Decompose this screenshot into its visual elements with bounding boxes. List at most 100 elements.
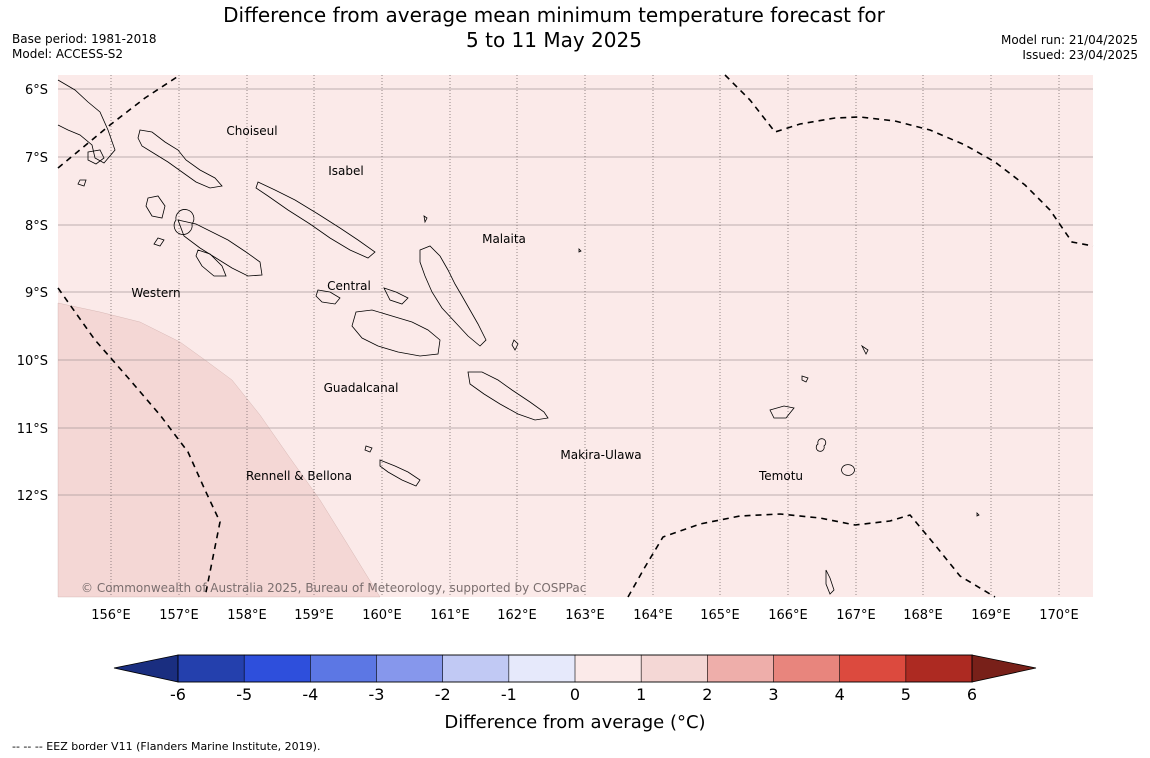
- longitude-label: 170°E: [1039, 608, 1079, 623]
- colorbar-tick-label: -6: [170, 685, 186, 704]
- longitude-label: 162°E: [497, 608, 537, 623]
- colorbar-tick-label: 6: [967, 685, 977, 704]
- colorbar-segment: [442, 654, 510, 683]
- latitude-label: 9°S: [25, 286, 48, 301]
- latitude-label: 11°S: [17, 422, 48, 437]
- colorbar-segment: [376, 654, 444, 683]
- latitude-label: 6°S: [25, 83, 48, 98]
- province-label: Choiseul: [226, 124, 277, 138]
- latitude-label: 8°S: [25, 219, 48, 234]
- isabel-island: [255, 181, 376, 259]
- ontong-java-islet: [423, 215, 428, 224]
- colorbar-under-arrow: [113, 654, 179, 683]
- colorbar-title: Difference from average (°C): [444, 712, 705, 733]
- shortland-islands: [77, 179, 87, 187]
- title-line-2: 5 to 11 May 2025: [466, 28, 642, 52]
- meta-right: Model run: 21/04/2025 Issued: 23/04/2025: [1001, 33, 1138, 63]
- new-georgia-group: [177, 219, 263, 277]
- longitude-label: 158°E: [227, 608, 267, 623]
- colorbar-tick-labels: -6 -5 -4 -3 -2 -1 0 1 2 3 4 5 6: [170, 685, 977, 704]
- anomaly-region-1-to-2: [57, 302, 381, 598]
- latitude-gridlines: [58, 88, 1093, 496]
- colorbar-segment: [508, 654, 576, 683]
- model-text: Model: ACCESS-S2: [12, 47, 124, 61]
- model-run-text: Model run: 21/04/2025: [1000, 33, 1138, 47]
- rendova-island: [195, 249, 227, 277]
- title-line-1: Difference from average mean minimum tem…: [223, 3, 885, 27]
- nggela-islands: [315, 289, 341, 305]
- colorbar: -6 -5 -4 -3 -2 -1 0 1 2 3 4 5 6 Difference from aver…: [113, 654, 1037, 733]
- colorbar-segment: [707, 654, 775, 683]
- guadalcanal-island: [351, 309, 441, 357]
- latitude-label: 10°S: [17, 354, 48, 369]
- latitude-label: 12°S: [17, 489, 48, 504]
- colorbar-tick-label: -2: [435, 685, 451, 704]
- latitude-label: 7°S: [25, 151, 48, 166]
- longitude-label: 160°E: [362, 608, 402, 623]
- province-label: Western: [131, 286, 180, 300]
- eez-legend-note: -- -- -- EEZ border V11 (Flanders Marine…: [12, 740, 321, 753]
- longitude-label: 156°E: [91, 608, 131, 623]
- colorbar-segment: [773, 654, 841, 683]
- nendo-island: [769, 405, 795, 419]
- choiseul-island: [137, 129, 223, 189]
- longitude-label: 169°E: [971, 608, 1011, 623]
- base-period-text: Base period: 1981-2018: [12, 32, 157, 46]
- tikopia-island: [976, 512, 980, 517]
- copyright-text: © Commonwealth of Australia 2025, Bureau…: [81, 581, 586, 595]
- longitude-label: 168°E: [903, 608, 943, 623]
- province-labels: Choiseul Isabel Malaita Western Central Guada…: [131, 124, 803, 483]
- province-label: Malaita: [482, 232, 526, 246]
- colorbar-segment: [905, 654, 973, 683]
- malaita-island: [419, 245, 487, 347]
- colorbar-tick-label: -1: [501, 685, 517, 704]
- colorbar-frame: [177, 654, 973, 683]
- longitude-label: 167°E: [836, 608, 876, 623]
- ulawa-island: [511, 339, 519, 351]
- russell-islands: [383, 287, 409, 305]
- longitude-label: 164°E: [633, 608, 673, 623]
- colorbar-tick-label: 5: [901, 685, 911, 704]
- colorbar-tick-label: -4: [302, 685, 318, 704]
- colorbar-tick-label: 2: [702, 685, 712, 704]
- colorbar-segment: [243, 654, 312, 683]
- longitude-label: 161°E: [430, 608, 470, 623]
- gizo-island: [153, 237, 165, 247]
- colorbar-segment: [177, 654, 245, 683]
- colorbar-tick-label: 3: [768, 685, 778, 704]
- longitude-label: 157°E: [159, 608, 199, 623]
- province-label: Temotu: [758, 469, 803, 483]
- province-label: Rennell & Bellona: [246, 469, 352, 483]
- latitude-labels: 6°S 7°S 8°S 9°S 10°S 11°S 12°S: [17, 83, 48, 504]
- utupua-island: [815, 438, 827, 452]
- longitude-label: 159°E: [294, 608, 334, 623]
- province-label: Makira-Ulawa: [560, 448, 641, 462]
- meta-left: Base period: 1981-2018 Model: ACCESS-S2: [12, 32, 157, 62]
- colorbar-segments: [177, 654, 973, 683]
- issued-text: Issued: 23/04/2025: [1022, 48, 1138, 62]
- colorbar-over-arrow: [971, 654, 1037, 683]
- bellona-island: [364, 445, 373, 453]
- longitude-label: 166°E: [768, 608, 808, 623]
- coastlines: [57, 79, 980, 595]
- chart-title: Difference from average mean minimum tem…: [200, 3, 908, 53]
- longitude-labels: 156°E 157°E 158°E 159°E 160°E 161°E 162°E 163°E…: [91, 608, 1079, 623]
- makira-island: [467, 371, 549, 421]
- colorbar-tick-label: 4: [835, 685, 845, 704]
- vella-lavella-island: [145, 195, 166, 219]
- colorbar-tick-label: 0: [570, 685, 580, 704]
- province-label: Central: [327, 279, 371, 293]
- treasury-island: [87, 149, 105, 165]
- sikaiana-atoll: [578, 248, 582, 253]
- colorbar-tick-label: -5: [236, 685, 252, 704]
- colorbar-segment: [310, 654, 378, 683]
- kolombangara-island: [173, 209, 195, 235]
- eez-border: [57, 74, 1094, 598]
- longitude-label: 163°E: [565, 608, 605, 623]
- colorbar-segment: [640, 654, 709, 683]
- province-label: Guadalcanal: [324, 381, 399, 395]
- longitude-label: 165°E: [700, 608, 740, 623]
- reef-islands: [801, 375, 809, 383]
- colorbar-tick-label: -3: [369, 685, 385, 704]
